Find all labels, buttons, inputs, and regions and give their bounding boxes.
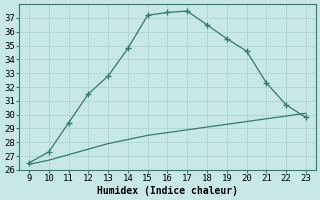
- X-axis label: Humidex (Indice chaleur): Humidex (Indice chaleur): [97, 186, 238, 196]
